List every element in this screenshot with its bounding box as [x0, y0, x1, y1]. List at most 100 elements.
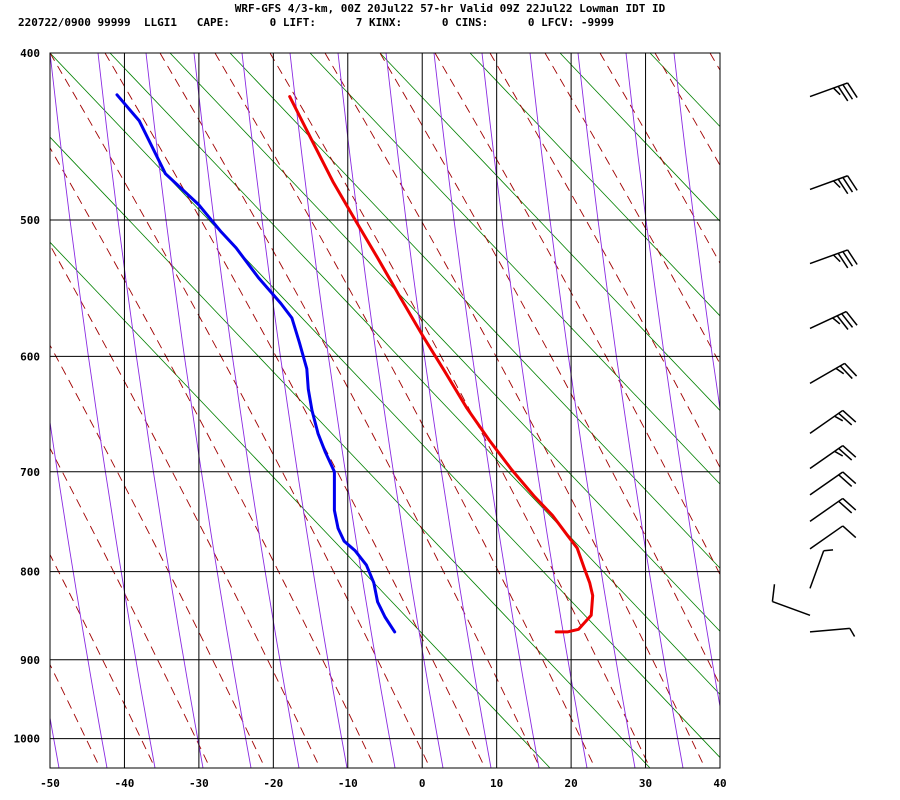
wind-barb-staff [809, 362, 846, 385]
green-diagonal-line [309, 53, 720, 485]
green-diagonal-line [229, 53, 720, 569]
grid [49, 52, 721, 768]
purple-mixing-line [145, 53, 252, 768]
x-tick-label: 30 [639, 777, 652, 790]
x-tick-label: 0 [419, 777, 426, 790]
wind-barb-feather [823, 549, 834, 552]
wind-barb [809, 444, 857, 470]
y-tick-label: 800 [20, 566, 40, 579]
x-tick-label: -10 [338, 777, 358, 790]
purple-mixing-line [241, 53, 348, 768]
dashed-adiabat-line [875, 53, 900, 768]
dashed-adiabat-line [544, 53, 720, 365]
wind-barb [809, 471, 857, 496]
dashed-adiabat-line [379, 53, 720, 687]
dashed-adiabat-line [50, 244, 321, 768]
wind-barb-feather [842, 177, 854, 193]
wind-barb-feather [832, 180, 841, 189]
dewpoint-line [115, 93, 397, 634]
dashed-adiabat-line [50, 447, 211, 768]
purple-mixing-line [625, 53, 720, 709]
wind-barb [809, 310, 858, 330]
wind-barb [809, 409, 857, 434]
data-series [115, 93, 595, 634]
wind-barb-staff [809, 627, 850, 633]
dashed-adiabat-line [434, 53, 720, 576]
x-tick-label: 40 [713, 777, 726, 790]
wind-barb-feather [842, 251, 854, 267]
wind-barb-staff [809, 471, 844, 496]
wind-barb-staff [809, 249, 848, 265]
wind-barb-feather [832, 254, 841, 263]
purple-mixing-line [289, 53, 396, 768]
y-tick-label: 700 [20, 466, 40, 479]
wind-barb-feather [837, 252, 849, 269]
wind-barb-staff [809, 497, 844, 522]
wind-barb-staff [809, 550, 825, 589]
x-tick-label: -30 [189, 777, 209, 790]
purple-mixing-line [193, 53, 300, 768]
y-tick-label: 600 [20, 350, 40, 363]
wind-barb [771, 584, 811, 616]
wind-barb-feather [846, 175, 858, 191]
wind-barb-feather [842, 409, 857, 423]
dashed-adiabat-line [50, 553, 156, 768]
dashed-adiabat-line [50, 146, 376, 768]
purple-mixing-line [50, 419, 108, 768]
wind-barb [809, 497, 857, 522]
chart-subtitle: 220722/0900 99999 LLGI1 CAPE: 0 LIFT: 7 … [18, 16, 615, 29]
dashed-adiabat-line [50, 53, 431, 768]
background-lines [50, 53, 900, 768]
wind-barb-staff [809, 444, 844, 470]
wind-barb-feather [836, 315, 849, 330]
purple-mixing-line [529, 53, 636, 768]
y-tick-label: 500 [20, 214, 40, 227]
green-diagonal-line [379, 53, 720, 412]
wind-barb-feather [838, 500, 853, 514]
green-diagonal-line [50, 53, 720, 759]
purple-mixing-line [50, 53, 156, 768]
x-tick-label: 10 [490, 777, 503, 790]
green-diagonal-line [109, 53, 720, 695]
x-tick-label: -50 [40, 777, 60, 790]
wind-barb-feather [832, 317, 841, 325]
dashed-adiabat-line [820, 53, 900, 768]
wind-barb [809, 549, 834, 589]
wind-barb [809, 362, 858, 385]
dashed-adiabat-line [654, 53, 720, 167]
wind-barb-feather [838, 474, 853, 488]
purple-mixing-line [673, 53, 720, 412]
wind-barb [809, 175, 858, 195]
wind-barb-feather [844, 362, 858, 377]
dashed-adiabat-line [214, 53, 596, 768]
dashed-adiabat-line [489, 53, 720, 469]
wind-barb-staff [809, 525, 844, 550]
wind-barb-staff [809, 310, 847, 330]
wind-barb-feather [841, 313, 854, 328]
purple-mixing-line [97, 53, 204, 768]
wind-barb-feather [846, 82, 858, 98]
wind-barb-feather [838, 412, 853, 426]
dashed-adiabat-line [269, 53, 651, 768]
green-diagonal-line [50, 241, 551, 768]
wind-barb-feather [845, 311, 858, 326]
purple-mixing-line [433, 53, 540, 768]
wind-barb-staff [809, 82, 848, 98]
wind-barb-feather [838, 447, 853, 461]
wind-barb-feather [837, 85, 849, 102]
wind-barb-feather [771, 584, 776, 602]
green-diagonal-line [469, 53, 720, 317]
purple-mixing-line [385, 53, 492, 768]
wind-barb-feather [837, 178, 849, 195]
dashed-adiabat-line [599, 53, 720, 265]
wind-barbs [771, 82, 858, 637]
wind-barb-feather [832, 87, 841, 96]
temperature-line [288, 95, 595, 634]
chart-title: WRF-GFS 4/3-km, 00Z 20Jul22 57-hr Valid … [234, 2, 666, 15]
wind-barb-feather [835, 367, 845, 375]
wind-barb-feather [834, 415, 844, 422]
x-tick-label: -20 [263, 777, 283, 790]
green-diagonal-line [50, 136, 651, 768]
dashed-adiabat-line [159, 53, 541, 768]
